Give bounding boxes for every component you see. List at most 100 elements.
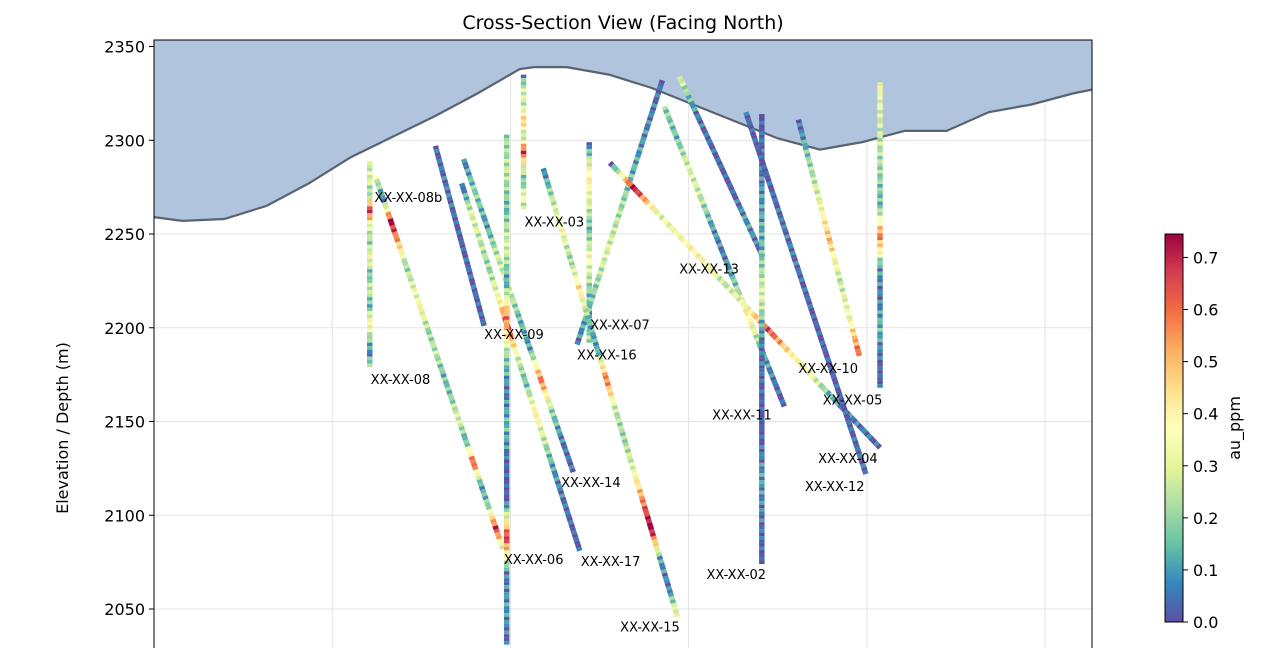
assay-segment — [467, 274, 474, 280]
assay-segment — [435, 155, 442, 161]
assay-segment — [375, 181, 382, 187]
assay-segment — [555, 217, 562, 223]
assay-segment — [580, 320, 588, 326]
assay-segment — [463, 439, 470, 445]
assay-segment — [416, 303, 424, 309]
drill-hole-XX-XX-09 — [432, 145, 487, 327]
assay-segment — [460, 432, 468, 438]
assay-segment — [564, 454, 572, 460]
assay-segment — [713, 154, 720, 160]
assay-segment — [846, 314, 853, 320]
assay-segment — [695, 190, 703, 196]
assay-segment — [486, 508, 494, 514]
assay-segment — [534, 369, 542, 375]
assay-segment — [537, 375, 544, 381]
assay-segment — [733, 198, 741, 204]
assay-segment — [493, 528, 500, 534]
assay-segment — [799, 280, 806, 286]
assay-segment — [372, 174, 380, 181]
assay-segment — [751, 236, 758, 242]
assay-segment — [633, 478, 640, 484]
assay-segment — [715, 239, 722, 245]
assay-segment — [793, 356, 800, 364]
assay-segment — [540, 436, 548, 442]
assay-segment — [646, 116, 654, 122]
assay-segment — [701, 260, 709, 267]
assay-segment — [833, 383, 840, 389]
assay-segment — [457, 422, 464, 428]
assay-segment — [735, 295, 743, 303]
assay-segment — [494, 253, 501, 259]
assay-segment — [614, 216, 621, 222]
assay-segment — [554, 214, 561, 220]
assay-segment — [494, 531, 502, 537]
assay-segment — [642, 129, 649, 135]
assay-segment — [642, 508, 650, 514]
assay-segment — [798, 277, 805, 283]
assay-segment — [800, 283, 807, 289]
assay-segment — [612, 408, 619, 414]
assay-segment — [809, 172, 816, 178]
assay-segment — [621, 438, 628, 444]
assay-segment — [703, 132, 710, 138]
assay-segment — [818, 337, 825, 343]
assay-segment — [654, 92, 661, 98]
assay-segment — [590, 290, 597, 296]
assay-segment — [484, 501, 491, 507]
assay-segment — [535, 419, 542, 425]
assay-segment — [844, 416, 851, 422]
assay-segment — [606, 240, 614, 246]
assay-segment — [543, 177, 550, 183]
assay-segment — [561, 444, 568, 450]
assay-segment — [636, 488, 644, 494]
assay-segment — [538, 378, 545, 385]
assay-segment — [688, 100, 695, 107]
assay-segment — [741, 214, 748, 220]
y-tick-label: 2350 — [104, 38, 145, 57]
assay-segment — [703, 209, 710, 216]
assay-segment — [747, 308, 755, 315]
assay-segment — [714, 157, 722, 163]
assay-segment — [735, 201, 742, 208]
assay-segment — [726, 182, 734, 189]
assay-segment — [624, 448, 631, 454]
assay-segment — [738, 207, 745, 214]
assay-segment — [578, 327, 586, 333]
assay-segment — [679, 151, 687, 157]
assay-segment — [613, 411, 620, 417]
assay-segment — [656, 86, 663, 92]
assay-segment — [779, 220, 786, 226]
assay-segment — [443, 185, 451, 191]
assay-segment — [421, 316, 428, 323]
assay-segment — [766, 180, 773, 187]
assay-segment — [606, 388, 613, 394]
assay-segment — [433, 353, 441, 359]
assay-segment — [853, 420, 861, 427]
assay-segment — [450, 209, 457, 215]
assay-segment — [522, 332, 529, 338]
assay-segment — [754, 336, 761, 343]
assay-segment — [573, 277, 580, 283]
assay-segment — [390, 227, 398, 233]
assay-segment — [683, 160, 691, 167]
assay-segment — [500, 270, 507, 276]
assay-segment — [781, 344, 788, 351]
assay-segment — [563, 506, 570, 512]
assay-segment — [823, 226, 830, 232]
assay-segment — [707, 219, 714, 225]
hole-label: XX-XX-02 — [706, 568, 766, 583]
assay-segment — [400, 257, 408, 263]
assay-segment — [745, 305, 752, 313]
assay-segment — [791, 354, 798, 361]
assay-segment — [420, 313, 427, 319]
assay-segment — [429, 340, 436, 346]
assay-segment — [557, 434, 565, 441]
assay-segment — [550, 201, 557, 206]
assay-segment — [588, 328, 595, 334]
assay-segment — [525, 342, 532, 348]
assay-segment — [592, 283, 600, 289]
assay-segment — [607, 160, 615, 168]
assay-segment — [499, 544, 506, 550]
assay-segment — [630, 166, 637, 172]
assay-segment — [556, 221, 563, 227]
